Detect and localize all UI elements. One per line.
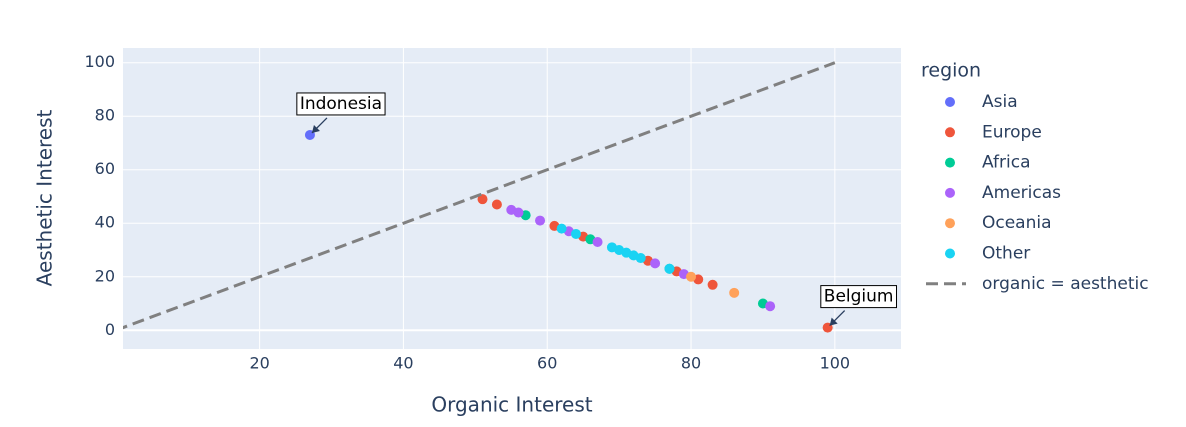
annotation-label: Belgium — [824, 287, 894, 307]
plot-area — [123, 48, 901, 349]
y-tick-label: 20 — [95, 266, 115, 285]
point — [592, 236, 603, 247]
legend-label: Africa — [982, 153, 1031, 173]
legend-label: Other — [982, 244, 1030, 264]
annotation-label: Indonesia — [300, 94, 382, 114]
point — [729, 287, 740, 298]
point — [664, 263, 675, 274]
annotation-arrowhead — [311, 124, 320, 133]
point — [635, 253, 646, 264]
legend-swatch — [945, 157, 955, 168]
legend-swatch — [945, 127, 955, 138]
legend-label: Oceania — [982, 213, 1052, 233]
x-tick-label: 20 — [249, 354, 269, 373]
y-tick-label: 60 — [95, 159, 115, 178]
point — [765, 301, 776, 312]
x-tick-label: 100 — [820, 354, 851, 373]
annotation-arrowhead — [829, 317, 838, 326]
reference-line — [123, 61, 836, 330]
legend-label: organic = aesthetic — [982, 274, 1149, 294]
point — [477, 194, 488, 205]
point — [570, 228, 581, 239]
legend-swatch — [945, 248, 955, 259]
y-tick-label: 80 — [95, 106, 115, 125]
legend-label: Asia — [982, 92, 1018, 112]
x-tick-label: 40 — [393, 354, 413, 373]
y-tick-label: 100 — [84, 52, 115, 71]
point — [513, 207, 524, 218]
annotation-box — [820, 285, 898, 309]
legend-title: region — [921, 60, 981, 82]
x-tick-label: 60 — [537, 354, 557, 373]
point — [535, 215, 546, 226]
point — [686, 271, 697, 282]
x-axis-title: Organic Interest — [431, 393, 592, 417]
point — [491, 199, 502, 210]
point — [556, 223, 567, 234]
y-axis-title: Aesthetic Interest — [33, 109, 57, 286]
legend-label: Americas — [982, 183, 1061, 203]
x-tick-label: 80 — [681, 354, 701, 373]
point — [707, 279, 718, 290]
legend-swatch — [945, 187, 955, 198]
annotation-box — [296, 92, 386, 116]
y-tick-label: 40 — [95, 213, 115, 232]
legend-swatch — [945, 97, 955, 107]
y-tick-label: 0 — [105, 320, 115, 339]
legend-swatch — [945, 218, 955, 229]
legend-label: Europe — [982, 122, 1042, 142]
point — [650, 258, 661, 269]
plot-layer — [123, 61, 836, 333]
